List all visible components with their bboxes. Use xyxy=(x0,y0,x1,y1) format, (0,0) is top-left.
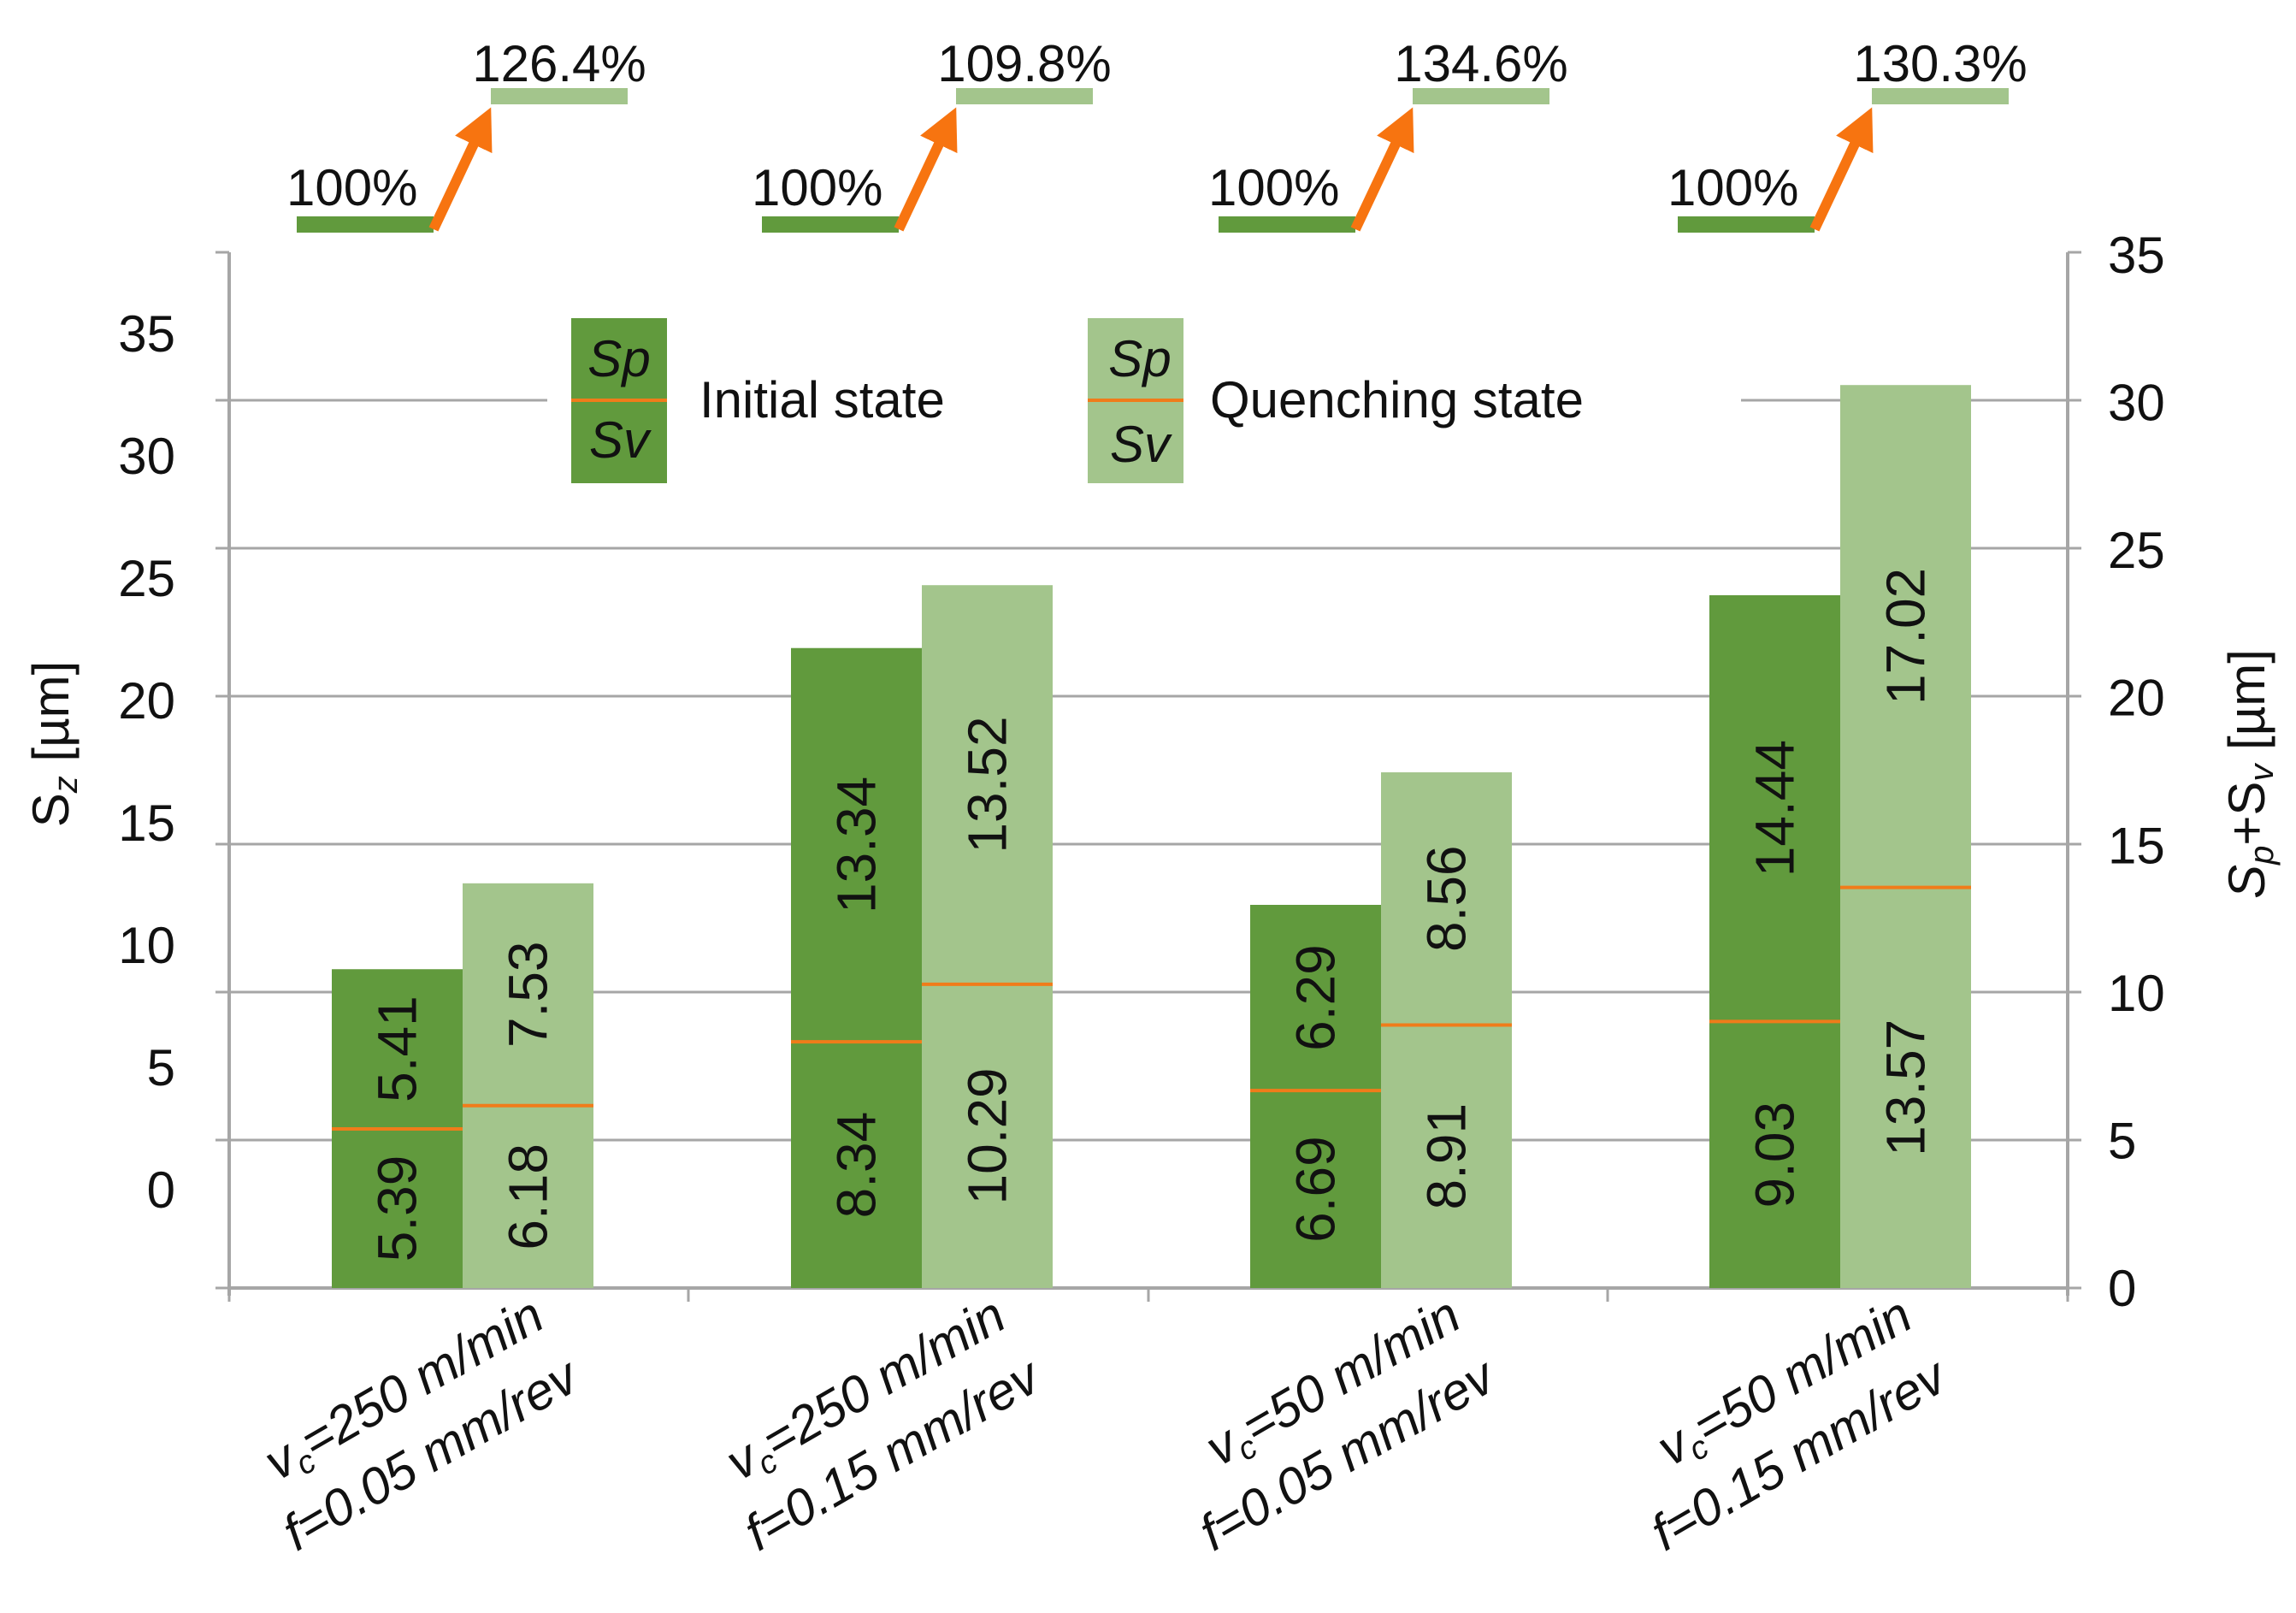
bar-quenching xyxy=(922,585,1053,1288)
left-tick-label: 25 xyxy=(118,550,175,607)
legend-sp-quenching: Sp xyxy=(1108,330,1171,387)
legend-label-quenching: Quenching state xyxy=(1210,371,1584,428)
left-tick-label: 35 xyxy=(118,305,175,363)
right-title-unit: [µm] xyxy=(2218,649,2275,765)
legend: Sp Sv Initial state Sp Sv Quenching state xyxy=(547,318,1741,483)
right-tick-label: 15 xyxy=(2108,817,2165,874)
sp-value-label: 8.56 xyxy=(1416,845,1478,952)
bar-initial xyxy=(1250,905,1381,1288)
right-title-plus: +S xyxy=(2218,782,2275,846)
indicator-arrow xyxy=(1350,107,1414,232)
sv-value-label: 10.29 xyxy=(957,1067,1018,1204)
sv-value-label: 6.69 xyxy=(1285,1136,1347,1243)
sv-value-label: 9.03 xyxy=(1744,1102,1806,1208)
sp-value-label: 13.52 xyxy=(957,716,1018,853)
sv-value-label: 8.34 xyxy=(826,1112,888,1219)
indicator-initial-percent: 100% xyxy=(1667,159,1798,216)
indicator-quenching-percent: 126.4% xyxy=(472,35,646,92)
left-axis-title: Sz [µm] xyxy=(22,661,85,828)
left-tick-label: 10 xyxy=(118,917,175,974)
indicator-quenching-percent: 109.8% xyxy=(937,35,1112,92)
indicator-quenching-bar xyxy=(491,88,628,104)
legend-sv-quenching: Sv xyxy=(1110,416,1172,473)
indicator-arrow xyxy=(428,107,493,232)
legend-sp-initial: Sp xyxy=(587,330,650,387)
bar-initial xyxy=(1709,594,1840,1288)
axis-titles: Sz [µm]Sp+Sv [µm] xyxy=(22,649,2281,899)
sp-value-label: 14.44 xyxy=(1744,740,1806,877)
bars: 5.39 5.41 8.34 13.34 6.69 6.29 9.03 14.44 6.18 7.… xyxy=(332,385,1971,1288)
indicator-quenching-bar xyxy=(956,88,1093,104)
sp-value-label: 6.29 xyxy=(1285,944,1347,1051)
sv-value-label: 13.57 xyxy=(1875,1019,1937,1156)
indicator-quenching-bar xyxy=(1872,88,2009,104)
indicator-quenching-bar xyxy=(1413,88,1549,104)
right-axis-title: Sp+Sv [µm] xyxy=(2218,649,2281,899)
left-tick-label: 0 xyxy=(147,1161,175,1219)
indicator-arrow xyxy=(894,107,958,232)
bar-quenching xyxy=(1840,385,1971,1288)
sp-value-label: 5.41 xyxy=(367,996,428,1102)
left-tick-label: 30 xyxy=(118,428,175,485)
left-tick-label: 20 xyxy=(118,672,175,730)
sv-value-label: 8.91 xyxy=(1416,1103,1478,1210)
right-tick-label: 0 xyxy=(2108,1260,2136,1317)
right-tick-label: 25 xyxy=(2108,522,2165,579)
left-tick-label: 5 xyxy=(147,1039,175,1096)
right-tick-label: 20 xyxy=(2108,670,2165,727)
right-tick-label: 5 xyxy=(2108,1112,2136,1169)
indicator-initial-bar xyxy=(762,216,899,233)
right-tick-label: 35 xyxy=(2108,227,2165,284)
sv-value-label: 6.18 xyxy=(498,1143,559,1250)
sp-value-label: 13.34 xyxy=(826,777,888,913)
bar-quenching xyxy=(1381,772,1512,1288)
right-title-sub1: p xyxy=(2243,846,2281,866)
indicator-quenching-percent: 130.3% xyxy=(1853,35,2027,92)
indicator-initial-percent: 100% xyxy=(1208,159,1339,216)
sp-value-label: 17.02 xyxy=(1875,568,1937,705)
left-title-unit: [µm] xyxy=(22,661,80,777)
bar-initial xyxy=(791,647,922,1288)
percentage-indicators: 100% 126.4% 100% 109.8% 100% 134.6% 100% 130.3% xyxy=(286,35,2027,233)
indicator-initial-bar xyxy=(297,216,434,233)
legend-label-initial: Initial state xyxy=(699,371,945,428)
left-title-sub: z xyxy=(47,776,85,794)
right-title-s1: S xyxy=(2218,865,2275,899)
indicator-initial-percent: 100% xyxy=(752,159,882,216)
right-title-sub2: v xyxy=(2243,763,2281,782)
indicator-arrow xyxy=(1809,107,1874,232)
left-tick-label: 15 xyxy=(118,795,175,852)
indicator-quenching-percent: 134.6% xyxy=(1394,35,1568,92)
indicator-initial-percent: 100% xyxy=(286,159,417,216)
sp-value-label: 7.53 xyxy=(498,941,559,1048)
sv-value-label: 5.39 xyxy=(367,1155,428,1262)
indicator-initial-bar xyxy=(1219,216,1355,233)
indicator-initial-bar xyxy=(1678,216,1815,233)
right-tick-label: 10 xyxy=(2108,965,2165,1022)
bar-quenching xyxy=(463,883,593,1288)
left-title-s: S xyxy=(22,793,80,827)
legend-sv-initial: Sv xyxy=(589,411,652,469)
right-tick-label: 30 xyxy=(2108,375,2165,432)
